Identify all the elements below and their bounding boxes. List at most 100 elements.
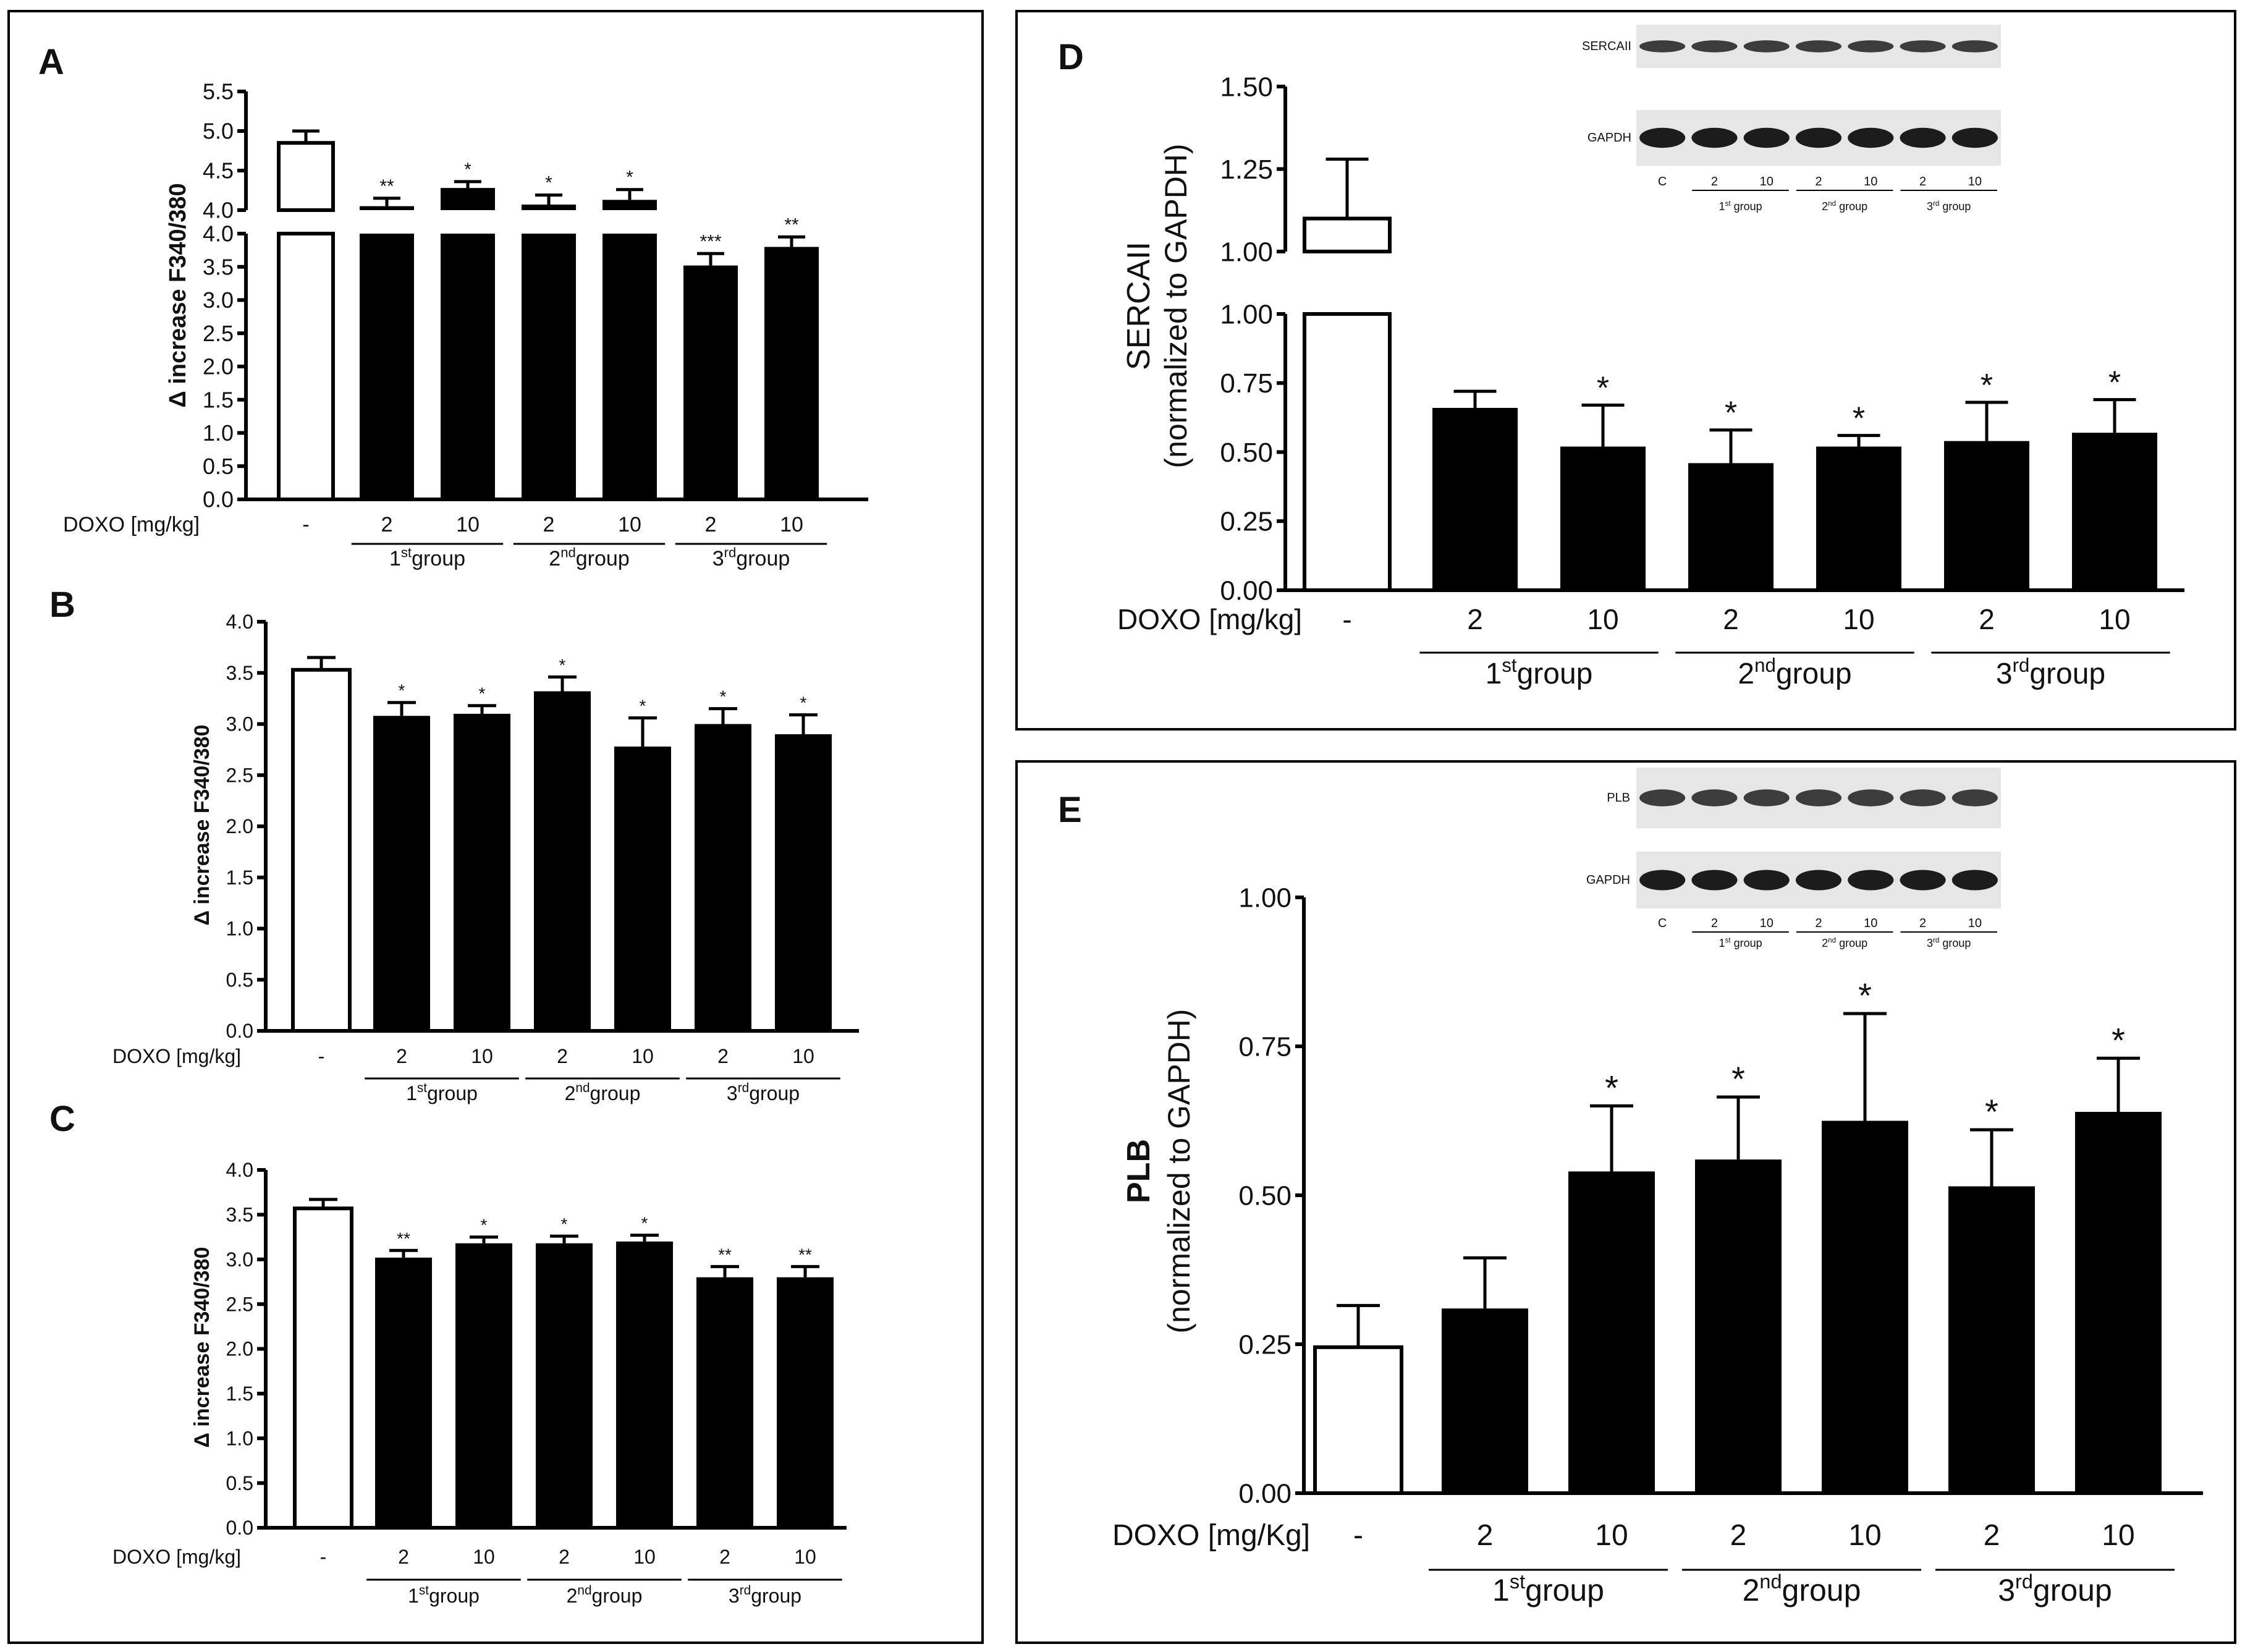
group-label: 2ndgroup [567, 1583, 643, 1607]
y-tick-label: 1.00 [1220, 299, 1273, 329]
blot-group-label-number: 3 [1927, 200, 1933, 213]
group-label-ordinal: nd [577, 1583, 591, 1598]
blot-row-label: PLB [1607, 791, 1630, 805]
y-tick-label: 0.50 [1238, 1180, 1292, 1211]
group-label-ordinal: rd [2013, 654, 2030, 676]
bar [2072, 433, 2157, 590]
group-label: 2ndgroup [549, 544, 629, 570]
y-tick-label: 0.0 [226, 1020, 253, 1042]
significance-mark: * [559, 655, 566, 674]
y-tick-label: 3.0 [226, 713, 253, 735]
panel-letter: A [38, 42, 64, 82]
blot-band [1639, 789, 1686, 807]
category-label: - [320, 1546, 327, 1568]
blot-group-label-number: 1 [1719, 937, 1725, 949]
blot-band [1951, 40, 1998, 53]
panel-letter: E [1058, 790, 1082, 830]
blot-group-label-suffix: group [1939, 937, 1971, 949]
bar [1303, 312, 1392, 592]
significance-mark: * [561, 1214, 568, 1234]
significance-mark: * [1605, 1068, 1618, 1107]
group-label: 1stgroup [389, 544, 465, 570]
significance-mark: * [1853, 401, 1865, 437]
category-label: 2 [1979, 603, 1995, 635]
blot-band [1900, 789, 1946, 807]
group-label: 3rdgroup [1996, 654, 2105, 690]
panel-letter: B [49, 585, 75, 625]
y-tick-label: 3.5 [203, 254, 234, 279]
group-label-suffix: group [1782, 1573, 1861, 1608]
group-label-number: 2 [565, 1082, 576, 1104]
group-label-ordinal: st [401, 544, 412, 560]
panel-d: D 0.00 0.25 0.50 0.75 1.00 1.00 1.25 1.50 - 2 * 10 * 2… [1058, 25, 2184, 690]
bar [1948, 1186, 2035, 1493]
blot-lane-label: C [1658, 917, 1667, 930]
significance-mark: ** [397, 1229, 410, 1248]
group-label-ordinal: rd [724, 544, 737, 560]
blot-group-label: 2nd group [1822, 936, 1867, 949]
group-label-ordinal: st [417, 1081, 427, 1095]
bar-upper [277, 141, 335, 212]
group-label: 2ndgroup [1743, 1570, 1861, 1608]
blot-lane-label: 2 [1815, 175, 1822, 188]
category-label: 2 [1984, 1519, 2000, 1552]
category-label: - [302, 513, 309, 536]
blot-band [1639, 40, 1686, 53]
category-label: 2 [1730, 1519, 1747, 1552]
group-label: 2ndgroup [1738, 654, 1851, 690]
significance-mark: ** [798, 1245, 812, 1264]
category-label: 10 [1848, 1519, 1881, 1552]
bar [777, 1277, 834, 1528]
y-tick-label: 0.5 [203, 454, 234, 479]
category-label: 2 [557, 1045, 568, 1067]
bar [277, 232, 335, 501]
category-label: 2 [1723, 603, 1739, 635]
y-tick-label: 0.00 [1220, 575, 1273, 606]
panels: A0.00.51.01.52.02.53.03.54.04.04.55.05.5… [38, 25, 2203, 1608]
category-label: 10 [2102, 1519, 2134, 1552]
bar [683, 265, 738, 499]
bar [454, 713, 510, 1031]
group-label-suffix: group [1525, 1573, 1604, 1608]
panel-letter: C [49, 1099, 75, 1139]
y-tick-label: 2.5 [203, 321, 234, 346]
blot-group-label-number: 3 [1927, 937, 1933, 949]
panel-frame-d [1015, 10, 2236, 731]
group-label-suffix: group [736, 547, 790, 570]
bar [775, 734, 832, 1031]
blot-band [1691, 870, 1738, 891]
group-label: 3rdgroup [729, 1583, 801, 1607]
category-label: 10 [792, 1045, 814, 1067]
y-tick-label: 0.75 [1220, 368, 1273, 399]
bar [293, 1206, 353, 1530]
blot-lane-label: 10 [1864, 175, 1877, 188]
group-label-suffix: group [576, 547, 630, 570]
y-tick-label: 3.0 [203, 287, 234, 313]
group-label-suffix: group [2029, 658, 2105, 690]
blot-band [1795, 40, 1842, 53]
y-tick-label: 3.0 [226, 1248, 253, 1271]
category-label: 2 [543, 513, 555, 536]
blot-group-label-number: 2 [1822, 937, 1828, 949]
blot-group-label-suffix: group [1731, 937, 1762, 949]
significance-mark: * [1981, 368, 1993, 404]
significance-mark: * [399, 681, 405, 700]
blot-band [1639, 870, 1686, 891]
bar [2075, 1112, 2162, 1493]
group-label-number: 3 [1996, 658, 2013, 690]
bar [1944, 441, 2029, 590]
blot-band [1795, 789, 1842, 807]
bar [360, 234, 414, 499]
blot-band [1848, 127, 1894, 148]
dose-label: DOXO [mg/Kg] [1112, 1519, 1310, 1552]
category-label: 10 [471, 1045, 493, 1067]
dose-label: DOXO [mg/kg] [112, 1546, 241, 1568]
blot-lane-label: C [1658, 175, 1667, 188]
blot-band [1691, 789, 1738, 807]
bar-upper [522, 205, 576, 210]
blot-band [1900, 127, 1946, 148]
dose-label: DOXO [mg/kg] [112, 1045, 241, 1067]
group-label-suffix: group [2033, 1573, 2112, 1608]
bar-upper [1303, 216, 1392, 254]
